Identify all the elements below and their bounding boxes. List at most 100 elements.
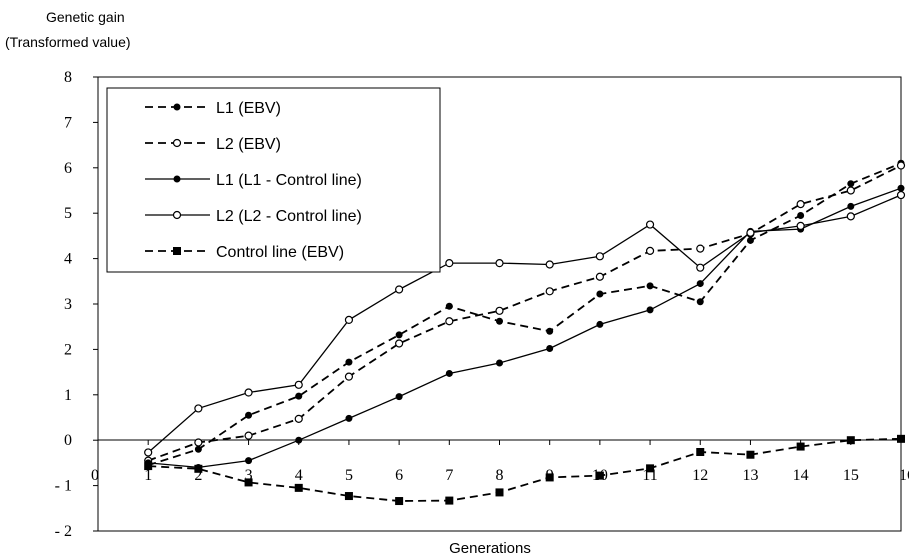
x-tick-label: 13 (742, 467, 758, 484)
series-2-line (147, 164, 902, 462)
series-5-point (746, 450, 755, 459)
series-1-point (797, 211, 805, 219)
series-4-point (746, 228, 755, 237)
series-4-point (244, 388, 253, 397)
series-3-point (395, 393, 403, 401)
series-5-point (897, 434, 905, 443)
series-3-point (445, 369, 453, 377)
series-5 (144, 434, 905, 506)
x-tick-label: 0 (91, 467, 99, 484)
series-3-point (897, 184, 905, 192)
series-2-point (495, 306, 504, 315)
series-3-point (646, 306, 654, 314)
series-5-point (545, 473, 554, 482)
series-4-point (395, 285, 404, 294)
series-5-line (148, 437, 902, 502)
y-tick-label: 2 (64, 341, 72, 358)
series-3-line (148, 187, 902, 469)
legend-marker (173, 247, 181, 255)
y-axis-title-line2: (Transformed value) (5, 34, 131, 50)
y-tick-label: 0 (64, 432, 72, 449)
series-1-point (345, 358, 353, 366)
series-5-point (696, 448, 705, 457)
legend-item-3: L1 (L1 - Control line) (145, 172, 362, 189)
x-tick-label: 3 (245, 467, 253, 484)
series-2-point (344, 372, 354, 381)
series-layer (144, 159, 906, 506)
x-axis-title: Generations (449, 540, 531, 557)
legend-item-5: Control line (EBV) (145, 244, 344, 261)
series-1-point (295, 392, 303, 400)
series-1-point (194, 445, 202, 453)
x-tick-label: 16 (899, 467, 909, 484)
series-5-point (244, 478, 253, 487)
legend-marker (172, 138, 182, 148)
x-axis: 012345678910111213141516 (91, 440, 909, 484)
y-tick-label: 6 (64, 160, 72, 177)
series-4-point (645, 220, 655, 229)
series-1-point (445, 302, 453, 310)
series-3-point (496, 359, 503, 367)
legend-item-4: L2 (L2 - Control line) (145, 208, 362, 225)
series-5-point (395, 497, 404, 506)
series-4-point (144, 448, 153, 457)
series-5-point (344, 492, 353, 501)
series-5-point (144, 462, 153, 471)
series-1-point (596, 290, 604, 298)
series-4-point (294, 380, 303, 389)
series-1-point (245, 411, 253, 419)
y-tick-label: - 2 (55, 523, 72, 540)
legend-box (106, 87, 441, 273)
series-3-point (245, 457, 253, 465)
x-tick-label: 8 (496, 467, 504, 484)
x-tick-label: 1 (144, 467, 152, 484)
series-1-point (546, 327, 554, 335)
y-tick-label: 3 (64, 296, 72, 313)
series-4-point (445, 259, 454, 268)
series-4-point (194, 404, 203, 413)
legend-label: Control line (EBV) (216, 244, 344, 261)
series-5-point (194, 464, 203, 473)
legend-items: L1 (EBV) L2 (EBV) L1 (L1 - Control line) L2… (145, 100, 362, 261)
series-4-point (896, 190, 906, 200)
legend-label: L2 (EBV) (216, 136, 281, 153)
series-1-point (395, 331, 403, 339)
series-5-point (646, 464, 655, 473)
series-2-point (595, 272, 604, 281)
series-4-point (696, 263, 705, 272)
series-4-point (344, 315, 354, 324)
y-tick-label: 1 (64, 387, 72, 404)
series-4-point (545, 260, 554, 269)
series-3-point (847, 202, 855, 210)
y-tick-label: 8 (64, 69, 72, 86)
series-2-point (796, 200, 805, 209)
series-1-line (147, 162, 902, 467)
series-2-point (194, 438, 203, 447)
series-3-point (696, 280, 704, 288)
series-1-point (696, 298, 704, 306)
x-tick-label: 4 (295, 467, 303, 484)
series-1-point (746, 236, 754, 244)
series-3-point (295, 436, 303, 444)
series-3-point (345, 414, 353, 422)
series-5-point (495, 488, 504, 497)
legend-label: L1 (L1 - Control line) (216, 172, 362, 189)
y-tick-label: 4 (64, 251, 72, 268)
series-4-point (595, 252, 604, 261)
y-tick-label: - 1 (55, 478, 72, 495)
series-5-point (294, 483, 303, 492)
series-2-point (696, 244, 705, 253)
series-5-point (846, 436, 855, 445)
series-2-point (545, 287, 554, 296)
y-axis-title-line1: Genetic gain (46, 9, 125, 25)
series-2-point (445, 317, 454, 326)
x-tick-label: 7 (445, 467, 453, 484)
series-4-point (846, 212, 855, 221)
series-2-point (846, 186, 855, 195)
legend-marker (173, 175, 181, 183)
x-tick-label: 14 (793, 467, 809, 484)
x-tick-label: 6 (395, 467, 403, 484)
y-axis: - 2 - 1 0 1 2 3 4 5 6 7 8 (55, 69, 98, 540)
series-5-point (445, 496, 454, 505)
series-4-point (495, 259, 504, 268)
